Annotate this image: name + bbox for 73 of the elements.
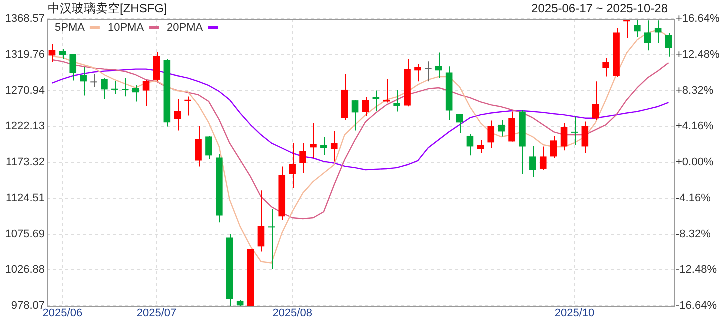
candlestick (352, 99, 359, 132)
candlestick (174, 98, 182, 132)
candlestick (571, 116, 578, 146)
candlestick (634, 18, 641, 38)
candlestick (560, 122, 568, 152)
candlestick (498, 119, 505, 138)
candlestick (435, 52, 442, 79)
y2-tick-label: -12.48% (676, 264, 718, 276)
y-tick-label: 1270.94 (5, 84, 45, 97)
y2-tick-label: -16.64% (676, 300, 718, 312)
candlestick (530, 145, 536, 178)
candlestick (80, 66, 87, 96)
candlestick (665, 32, 672, 58)
y2-tick-label: +16.64% (676, 13, 720, 26)
x-tick-label: 2025/08 (272, 308, 312, 320)
candlestick (122, 78, 129, 98)
x-tick-label: 2025/06 (42, 308, 83, 320)
candlestick (310, 122, 317, 159)
candlestick (258, 190, 265, 252)
y2-tick-label: +8.32% (676, 84, 714, 97)
candlestick (70, 54, 77, 82)
candlestick (48, 44, 56, 63)
candlestick (90, 74, 98, 88)
x-tick-label: 2025/07 (136, 308, 177, 320)
legend-label: 10PMA (108, 22, 145, 34)
candlestick (268, 208, 276, 270)
candlestick (582, 121, 589, 154)
y-tick-label: 1368.57 (5, 13, 45, 26)
candlestick (456, 114, 464, 134)
chart-subtitle: 2025-06-17 ~ 2025-10-28 (532, 1, 668, 16)
candlestick (602, 58, 610, 78)
candlestick (644, 20, 652, 52)
chart-title: 中汉玻璃卖空[ZHSFG] (48, 1, 168, 16)
y-tick-label: 1222.13 (5, 120, 45, 133)
y2-tick-label: +12.48% (676, 48, 720, 61)
legend-label: 5PMA (55, 22, 86, 34)
candlestick (195, 125, 202, 168)
candlestick (320, 136, 328, 156)
candlestick (101, 78, 108, 100)
candlestick (372, 90, 380, 112)
legend-label: 20PMA (167, 22, 204, 34)
candlestick (362, 96, 370, 116)
candlestick (289, 142, 296, 189)
y2-tick-label: -4.16% (676, 192, 712, 204)
y-tick-label: 1026.88 (5, 264, 45, 276)
x-tick-label: 2025/10 (554, 308, 595, 320)
candlestick (206, 136, 212, 160)
y2-tick-label: -8.32% (676, 228, 712, 240)
candlestick (414, 64, 422, 82)
y-tick-label: 1075.69 (5, 228, 45, 240)
candlestick (184, 96, 192, 116)
candlestick (330, 130, 338, 162)
candlestick (592, 81, 600, 120)
candlestick (624, 18, 630, 39)
y2-tick-label: +0.00% (676, 156, 714, 169)
candlestick (540, 146, 547, 171)
candlestick (477, 140, 484, 154)
candlestick (466, 134, 474, 156)
candlestick (488, 120, 495, 149)
candlestick (550, 135, 558, 159)
candlestick (508, 111, 516, 142)
y-tick-label: 1124.51 (6, 192, 45, 204)
candlestick (394, 89, 400, 112)
y-tick-label: 1173.32 (6, 156, 45, 169)
candlestick (425, 61, 432, 82)
y-tick-label: 1319.76 (5, 48, 45, 61)
candlestick (153, 52, 160, 82)
candlestick (59, 48, 66, 60)
y2-tick-label: +4.16% (676, 120, 714, 133)
candlestick (300, 142, 306, 174)
candlestick (112, 80, 118, 95)
y-tick-label: 978.07 (11, 300, 45, 312)
candlestick (142, 79, 150, 106)
